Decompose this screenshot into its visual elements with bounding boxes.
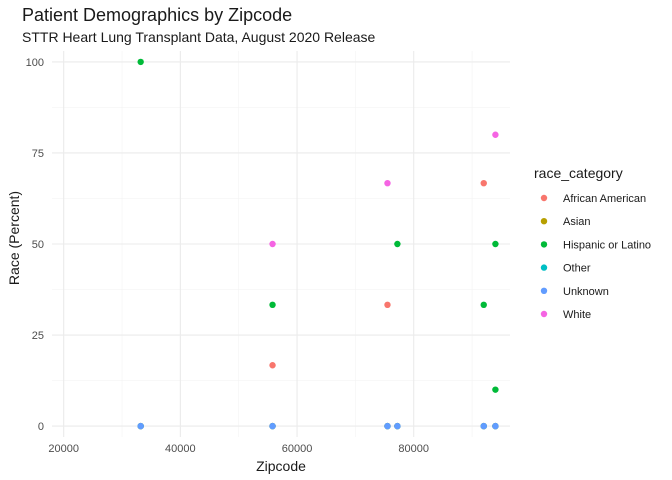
legend-label: Hispanic or Latino — [563, 239, 651, 251]
y-axis-ticks: 0 25 50 75 100 — [26, 57, 44, 433]
data-point — [384, 301, 391, 309]
legend-item: Unknown — [540, 286, 609, 298]
data-point — [384, 179, 391, 187]
data-point — [269, 301, 276, 309]
legend-key — [540, 241, 548, 248]
legend-key — [540, 218, 548, 225]
data-point — [137, 422, 144, 430]
data-point — [492, 240, 499, 248]
data-point — [269, 362, 276, 369]
y-tick-label: 25 — [32, 330, 44, 342]
legend-label: Asian — [563, 216, 591, 228]
legend-item: White — [540, 309, 591, 321]
data-points — [137, 58, 499, 430]
y-tick-label: 0 — [38, 421, 44, 433]
series-unknown — [137, 422, 499, 430]
x-axis-title: Zipcode — [256, 458, 306, 474]
data-point — [480, 301, 487, 309]
legend-item: Asian — [540, 216, 591, 228]
x-tick-label: 40000 — [165, 443, 196, 455]
y-tick-label: 75 — [32, 148, 44, 160]
legend-key — [540, 194, 548, 202]
x-tick-label: 60000 — [282, 443, 313, 455]
series-hispanic-or-latino — [137, 58, 499, 393]
chart-title: Patient Demographics by Zipcode — [22, 5, 292, 25]
y-tick-label: 50 — [32, 239, 44, 251]
y-axis-title: Race (Percent) — [6, 191, 22, 285]
legend-item: Hispanic or Latino — [540, 239, 651, 251]
series-white — [269, 131, 499, 248]
legend-item: Other — [540, 263, 591, 275]
legend-title: race_category — [534, 165, 623, 181]
data-point — [492, 131, 499, 138]
data-point — [394, 240, 401, 248]
series-african-american — [137, 179, 499, 430]
x-tick-label: 20000 — [48, 443, 79, 455]
legend-label: African American — [563, 193, 646, 205]
data-point — [394, 422, 401, 430]
data-point — [492, 422, 499, 430]
legend-key — [540, 310, 548, 318]
data-point — [480, 422, 487, 430]
data-point — [269, 422, 276, 430]
y-tick-label: 100 — [26, 57, 44, 69]
data-point — [384, 422, 391, 430]
x-tick-label: 80000 — [398, 443, 429, 455]
legend-key — [540, 287, 548, 294]
data-point — [137, 58, 144, 66]
data-point — [492, 386, 499, 393]
legend-item: African American — [540, 193, 646, 205]
legend-label: Unknown — [563, 286, 609, 298]
legend: race_category African American Asian Hispa… — [534, 165, 651, 321]
legend-key — [540, 264, 548, 271]
legend-label: White — [563, 309, 591, 321]
plot-area — [52, 51, 510, 437]
data-point — [269, 240, 276, 248]
legend-label: Other — [563, 263, 591, 275]
data-point — [480, 179, 487, 187]
x-axis-ticks: 20000 40000 60000 80000 — [48, 443, 429, 455]
chart-subtitle: STTR Heart Lung Transplant Data, August … — [22, 29, 376, 45]
grid — [52, 51, 510, 437]
